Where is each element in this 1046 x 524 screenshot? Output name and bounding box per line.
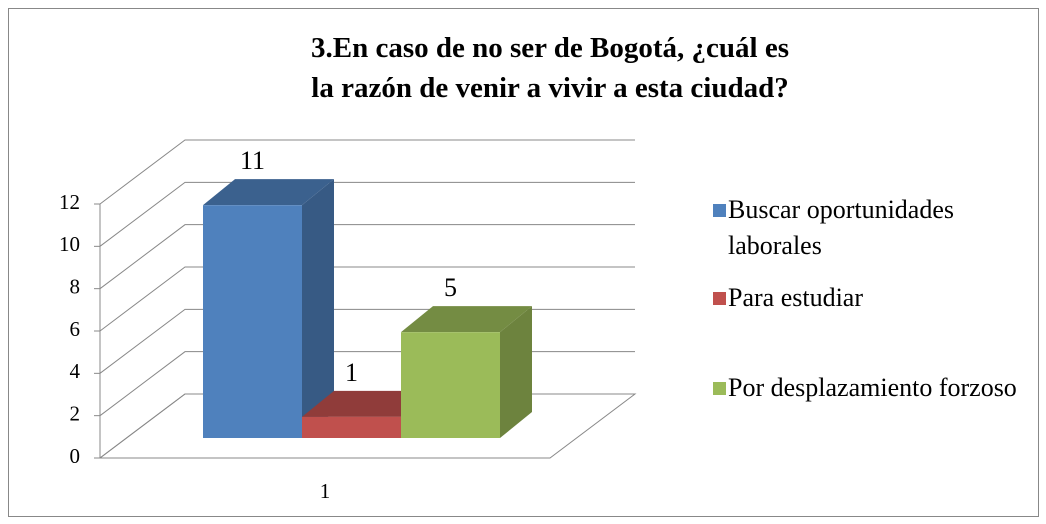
bar-top (401, 306, 532, 333)
data-label: 11 (240, 146, 265, 175)
chart-border (8, 8, 1039, 517)
grid-line (99, 139, 635, 205)
grid-line (99, 181, 635, 247)
grid-line (99, 224, 635, 290)
y-tick-label: 4 (70, 359, 81, 383)
bar-top (203, 179, 334, 206)
data-label: 5 (444, 273, 457, 302)
bar-front (401, 332, 500, 438)
bar-side (500, 306, 532, 438)
bar-front (203, 205, 302, 438)
legend-label: Buscar oportunidades laborales (728, 195, 955, 260)
legend-swatch (713, 382, 726, 395)
data-label: 1 (345, 358, 358, 387)
bar (401, 306, 532, 438)
legend-label: Por desplazamiento forzoso (728, 373, 1017, 402)
x-tick-label: 1 (320, 479, 331, 503)
legend-swatch (713, 204, 726, 217)
bar-side (302, 179, 334, 438)
bar-top (302, 390, 433, 417)
legend-swatch (713, 292, 726, 305)
legend-label: Para estudiar (728, 283, 864, 312)
y-tick-label: 12 (59, 190, 80, 214)
y-tick-label: 2 (70, 401, 81, 425)
bar (203, 179, 334, 438)
grid-line (99, 308, 635, 374)
grid-line (99, 266, 635, 332)
chart-title: 3.En caso de no ser de Bogotá, ¿cuál es … (311, 32, 789, 104)
y-tick-label: 8 (70, 274, 81, 298)
y-tick-label: 0 (70, 444, 81, 468)
y-tick-label: 6 (70, 317, 81, 341)
y-tick-label: 10 (59, 232, 80, 256)
bar-front (302, 416, 401, 438)
